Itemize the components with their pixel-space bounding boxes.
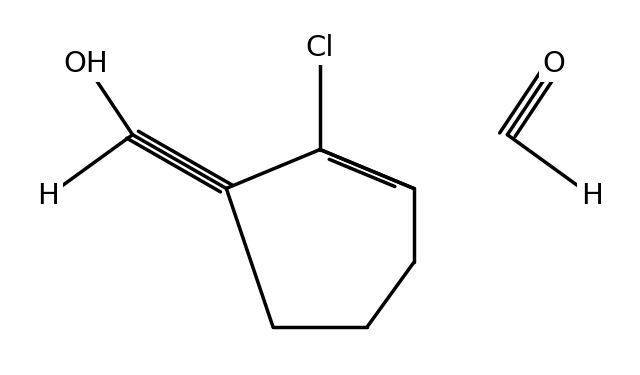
Text: H: H bbox=[581, 182, 603, 210]
Text: O: O bbox=[543, 50, 566, 78]
Text: OH: OH bbox=[63, 50, 108, 78]
Text: H: H bbox=[37, 182, 59, 210]
Text: Cl: Cl bbox=[306, 34, 334, 62]
